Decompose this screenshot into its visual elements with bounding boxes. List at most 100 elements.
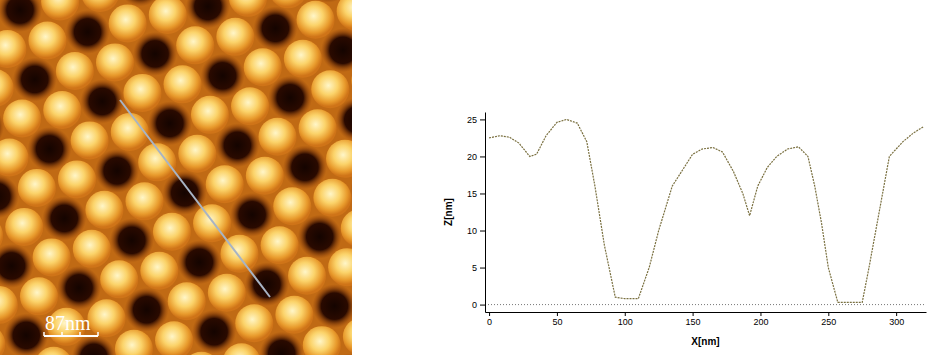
image-particle — [0, 138, 28, 176]
image-particle — [0, 216, 3, 254]
image-pit — [253, 6, 297, 50]
image-particle — [0, 325, 5, 355]
y-axis-line — [485, 113, 486, 313]
image-particle — [176, 26, 214, 64]
image-particle — [100, 260, 138, 298]
image-particle — [193, 204, 231, 242]
image-pit — [230, 193, 274, 237]
y-tick-mark — [480, 193, 485, 194]
image-particle — [191, 96, 229, 134]
image-particle — [5, 208, 43, 246]
image-particle — [206, 165, 244, 203]
image-pit — [13, 57, 57, 101]
image-particle — [56, 52, 94, 90]
x-axis: 0 50 100 150 200 250 300 — [486, 312, 927, 327]
y-tick-mark — [480, 231, 485, 232]
image-particle — [164, 65, 202, 103]
x-tick-mark — [693, 312, 694, 316]
image-particle — [149, 0, 187, 34]
image-pit — [192, 310, 236, 354]
image-particle — [231, 87, 269, 125]
profile-marker — [120, 100, 270, 297]
image-particle — [81, 0, 119, 12]
image-particle — [216, 18, 254, 56]
y-tick-mark — [480, 305, 485, 306]
image-particle — [223, 343, 261, 355]
image-particle — [235, 304, 273, 342]
image-particle — [182, 352, 220, 355]
image-pit — [298, 215, 342, 259]
x-tick-mark — [760, 312, 761, 316]
y-tick: 10 — [467, 226, 485, 236]
image-particle — [328, 248, 352, 286]
y-tick-mark — [480, 119, 485, 120]
x-tick-mark — [557, 312, 558, 316]
image-particle — [0, 286, 18, 324]
image-particle — [311, 70, 349, 108]
image-pit — [283, 145, 327, 189]
image-particle — [343, 318, 352, 355]
image-particle — [275, 296, 313, 334]
scale-bar-tick — [61, 332, 63, 336]
image-pit — [110, 218, 154, 262]
x-tick: 250 — [821, 312, 836, 327]
image-pit — [215, 123, 259, 167]
y-tick-label: 0 — [472, 300, 477, 310]
x-tick-mark — [625, 312, 626, 316]
image-pit — [268, 76, 312, 120]
reference-line — [485, 304, 926, 305]
image-particle — [208, 274, 246, 312]
image-particle — [341, 209, 352, 247]
image-particle — [244, 48, 282, 86]
image-particle — [284, 40, 322, 78]
image-particle — [28, 21, 66, 59]
image-particle — [140, 252, 178, 290]
x-tick-label: 100 — [618, 317, 633, 327]
image-pit — [201, 54, 245, 98]
image-particle — [0, 69, 14, 107]
image-particle — [73, 230, 111, 268]
image-particle — [3, 99, 41, 137]
x-tick-label: 300 — [889, 317, 904, 327]
image-particle — [20, 277, 58, 315]
image-particle — [299, 109, 337, 147]
x-tick-mark — [828, 312, 829, 316]
image-particle — [96, 43, 134, 81]
y-tick-label: 5 — [472, 263, 477, 273]
image-pit — [163, 171, 207, 215]
x-tick-mark — [489, 312, 490, 316]
y-tick-label: 20 — [467, 152, 477, 162]
y-tick-label: 15 — [467, 189, 477, 199]
image-particle — [18, 169, 56, 207]
plot-area — [489, 119, 923, 302]
image-particle — [71, 121, 109, 159]
image-particle — [126, 182, 164, 220]
image-particle — [269, 0, 307, 8]
scale-bar — [44, 335, 98, 337]
image-particle — [35, 347, 73, 355]
image-particle — [326, 140, 352, 178]
image-particle — [303, 326, 341, 355]
image-particle — [0, 30, 26, 68]
image-particle — [351, 62, 352, 100]
scale-bar-tick — [43, 332, 45, 336]
scale-bar-tick — [97, 332, 99, 336]
image-particle — [261, 226, 299, 264]
image-particle — [58, 160, 96, 198]
image-particle — [85, 191, 123, 229]
image-particle — [178, 135, 216, 173]
image-background — [0, 0, 352, 355]
x-tick: 50 — [552, 312, 562, 327]
image-particle — [168, 282, 206, 320]
x-tick: 300 — [889, 312, 904, 327]
image-particle — [246, 157, 284, 195]
image-pit — [95, 149, 139, 193]
x-tick: 200 — [753, 312, 768, 327]
y-tick: 0 — [472, 300, 485, 310]
x-tick-label: 0 — [487, 317, 492, 327]
x-tick: 150 — [686, 312, 701, 327]
y-tick: 5 — [472, 263, 485, 273]
image-pit — [133, 32, 177, 76]
profile-line — [489, 119, 923, 302]
y-tick-label: 10 — [467, 226, 477, 236]
